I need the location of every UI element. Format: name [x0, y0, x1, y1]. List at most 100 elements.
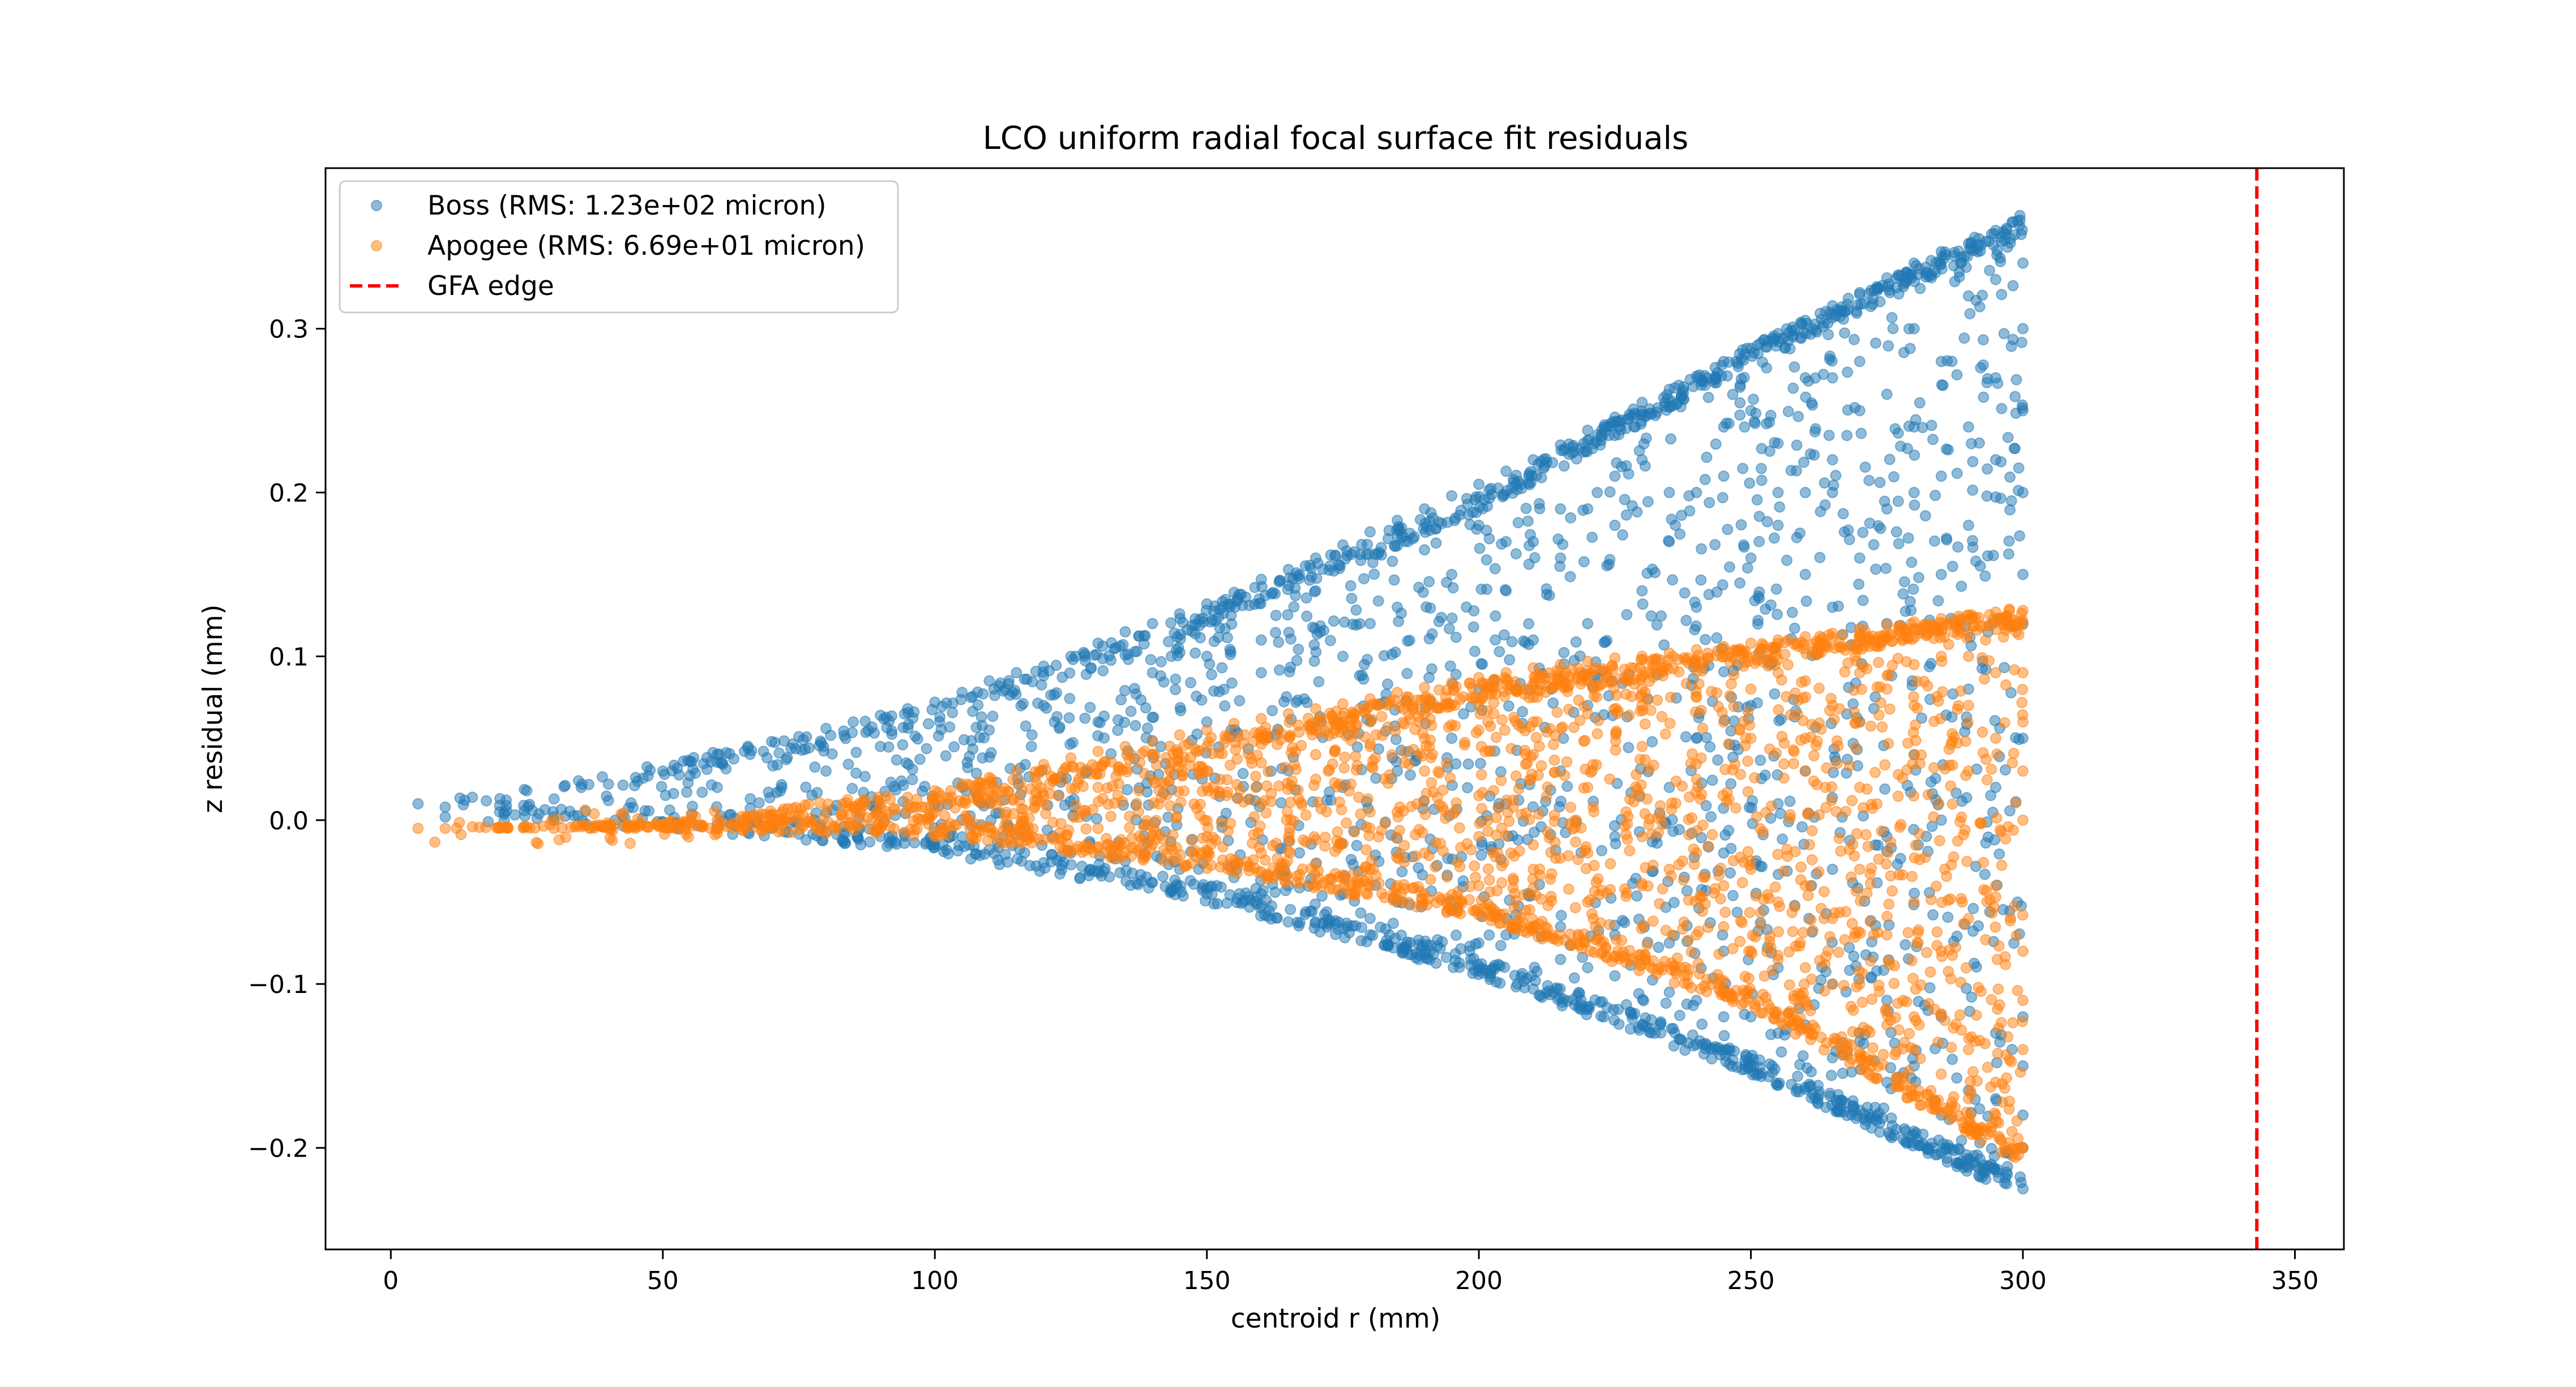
- data-point-boss: [940, 750, 952, 762]
- data-point-boss: [1564, 571, 1576, 583]
- data-point-boss: [1473, 937, 1485, 949]
- data-point-apogee: [1821, 762, 1833, 774]
- data-point-boss: [1129, 720, 1141, 731]
- data-point-apogee: [1843, 844, 1855, 855]
- data-point-boss: [1772, 328, 1784, 340]
- data-point-boss: [1974, 437, 1985, 449]
- data-point-boss: [1364, 929, 1376, 941]
- data-point-boss: [1667, 574, 1679, 586]
- data-point-apogee: [1631, 769, 1642, 781]
- data-point-boss: [1534, 503, 1546, 515]
- data-point-boss: [1119, 717, 1131, 728]
- data-point-boss: [1273, 636, 1285, 648]
- data-point-boss: [1691, 733, 1702, 744]
- data-point-boss: [1328, 615, 1340, 627]
- data-point-boss: [1691, 370, 1702, 382]
- data-point-boss: [1671, 398, 1683, 410]
- data-point-apogee: [1945, 1042, 1957, 1054]
- data-point-boss: [1749, 417, 1761, 429]
- data-point-boss: [1777, 833, 1788, 845]
- data-point-apogee: [1723, 738, 1735, 750]
- data-point-apogee: [1350, 764, 1362, 776]
- data-point-boss: [521, 785, 533, 797]
- data-point-apogee: [1454, 908, 1466, 919]
- data-point-boss: [1450, 929, 1462, 941]
- data-point-apogee: [911, 794, 923, 805]
- data-point-boss: [1723, 1042, 1735, 1054]
- data-point-boss: [1309, 623, 1321, 635]
- data-point-boss: [813, 740, 825, 752]
- data-point-boss: [1329, 918, 1341, 930]
- data-point-boss: [1893, 288, 1905, 300]
- data-point-boss: [1946, 1054, 1958, 1065]
- data-point-boss: [681, 786, 692, 798]
- data-point-boss: [1594, 439, 1606, 451]
- data-point-boss: [1281, 691, 1293, 703]
- data-point-apogee: [1261, 780, 1273, 792]
- data-point-boss: [1382, 678, 1393, 690]
- data-point-boss: [1201, 888, 1213, 900]
- data-point-apogee: [1414, 748, 1426, 760]
- data-point-boss: [1084, 701, 1096, 713]
- data-point-boss: [1640, 433, 1652, 444]
- data-point-boss: [1423, 576, 1435, 588]
- data-point-boss: [1775, 808, 1787, 820]
- data-point-boss: [1627, 500, 1638, 512]
- data-point-boss: [1063, 712, 1075, 724]
- data-point-boss: [1646, 736, 1658, 748]
- data-point-boss: [1446, 613, 1458, 624]
- data-point-boss: [1112, 725, 1124, 737]
- data-point-boss: [840, 733, 851, 744]
- data-point-boss: [1364, 526, 1376, 538]
- data-point-boss: [602, 795, 614, 807]
- data-point-boss: [1578, 438, 1590, 450]
- data-point-boss: [1405, 769, 1416, 781]
- data-point-apogee: [1991, 748, 2003, 760]
- data-point-apogee: [1542, 826, 1554, 837]
- data-point-boss: [1935, 246, 1947, 258]
- data-point-boss: [897, 722, 909, 734]
- data-point-apogee: [1664, 717, 1676, 729]
- data-point-boss: [995, 677, 1006, 689]
- data-point-boss: [668, 759, 680, 771]
- data-point-boss: [1636, 1019, 1648, 1031]
- data-point-boss: [1975, 362, 1987, 374]
- data-point-apogee: [1877, 1059, 1889, 1071]
- data-point-boss: [1419, 949, 1431, 961]
- data-point-apogee: [1424, 874, 1436, 885]
- data-point-boss: [2003, 535, 2015, 547]
- data-point-boss: [1165, 617, 1177, 629]
- data-point-apogee: [1433, 891, 1445, 903]
- data-point-apogee: [1384, 695, 1396, 707]
- data-point-boss: [1026, 676, 1038, 688]
- data-point-boss: [1388, 540, 1400, 551]
- data-point-boss: [1772, 519, 1784, 531]
- data-point-boss: [1285, 904, 1296, 915]
- data-point-boss: [1120, 864, 1132, 876]
- data-point-boss: [1599, 636, 1611, 648]
- data-point-boss: [1129, 646, 1141, 657]
- data-point-boss: [1591, 487, 1603, 499]
- data-point-boss: [842, 759, 854, 770]
- data-point-apogee: [1931, 880, 1942, 892]
- data-point-boss: [1558, 460, 1570, 472]
- data-point-boss: [1441, 576, 1453, 588]
- data-point-boss: [1830, 469, 1842, 481]
- data-point-apogee: [1832, 757, 1843, 769]
- data-point-boss: [1704, 741, 1716, 753]
- data-point-boss: [1749, 595, 1761, 607]
- data-point-boss: [977, 688, 989, 700]
- data-point-boss: [1881, 503, 1893, 515]
- data-point-apogee: [1093, 796, 1104, 808]
- data-point-boss: [1745, 343, 1757, 354]
- data-point-boss: [627, 802, 639, 814]
- data-point-boss: [1989, 715, 2001, 726]
- data-point-apogee: [1603, 919, 1615, 931]
- data-point-boss: [1788, 622, 1800, 634]
- data-point-boss: [439, 811, 451, 823]
- data-point-boss: [1208, 685, 1219, 697]
- data-point-boss: [1356, 538, 1368, 550]
- data-point-boss: [983, 675, 995, 687]
- data-point-apogee: [1491, 812, 1503, 824]
